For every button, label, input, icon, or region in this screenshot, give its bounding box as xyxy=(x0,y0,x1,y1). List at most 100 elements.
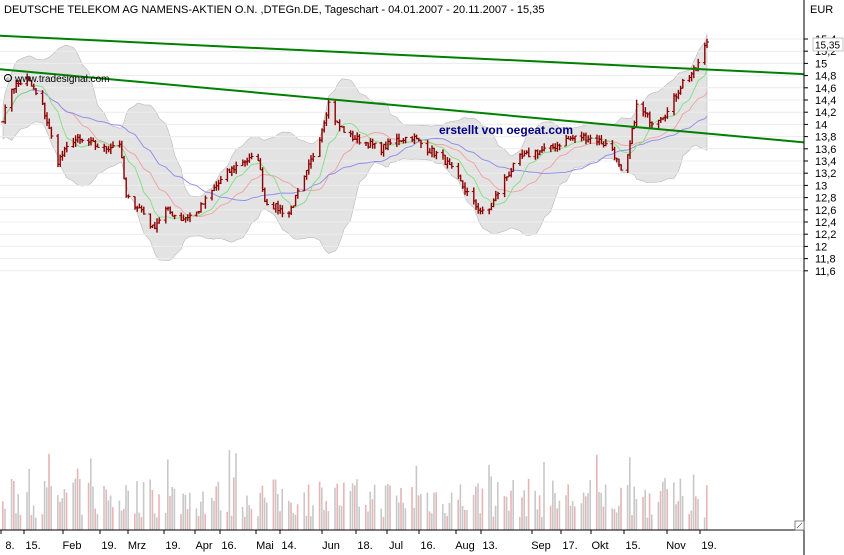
volume-bar xyxy=(10,479,13,530)
volume-bar xyxy=(631,515,633,530)
volume-bar xyxy=(343,482,345,530)
volume-bar xyxy=(448,503,451,530)
volume-bar xyxy=(367,511,369,530)
volume-bar xyxy=(580,503,583,530)
volume-bar xyxy=(235,453,237,530)
volume-bar xyxy=(569,505,572,530)
volume-bar xyxy=(442,504,444,530)
volume-bar xyxy=(648,493,651,530)
volume-bar xyxy=(417,495,420,530)
volume-bar xyxy=(541,517,543,530)
volume-bar xyxy=(118,500,121,530)
volume-bar xyxy=(272,479,275,530)
volume-bar xyxy=(457,499,459,530)
volume-bar xyxy=(228,450,231,530)
price-bar xyxy=(280,205,285,218)
x-tick-label: 17. xyxy=(562,540,577,552)
y-tick-label: 14,2 xyxy=(815,107,836,119)
y-tick-label: 11,6 xyxy=(815,266,836,278)
last-price-label: 15,35 xyxy=(815,41,840,52)
price-bar xyxy=(588,134,593,144)
volume-bar xyxy=(604,484,607,530)
x-tick-label: Jul xyxy=(389,540,403,552)
volume-bar xyxy=(246,495,248,530)
volume-bar xyxy=(164,512,167,530)
volume-bar xyxy=(233,477,235,530)
resize-grip[interactable] xyxy=(794,520,805,531)
y-tick-label: 14 xyxy=(815,119,827,131)
volume-bar xyxy=(334,487,336,530)
volume-bar xyxy=(488,464,490,530)
price-bar xyxy=(80,138,85,143)
volume-bar xyxy=(369,491,371,530)
x-tick-label: 16. xyxy=(221,540,236,552)
price-bar xyxy=(218,176,223,185)
volume-bar xyxy=(257,516,259,530)
volume-bar xyxy=(466,510,468,530)
price-bar xyxy=(573,135,577,143)
volume-bar xyxy=(633,486,635,530)
volume-bar xyxy=(107,500,110,530)
copyright-icon-glyph: c xyxy=(6,77,9,83)
x-tick-label: Mrz xyxy=(128,540,146,552)
volume-bar xyxy=(134,513,136,530)
price-bar xyxy=(449,162,454,169)
x-tick-label: 18. xyxy=(357,540,372,552)
volume-bar xyxy=(184,494,187,530)
volume-bar xyxy=(87,482,90,530)
volume-bar xyxy=(659,491,662,530)
volume-bar xyxy=(263,497,266,530)
volume-bar xyxy=(543,461,545,530)
y-tick-label: 13 xyxy=(815,180,827,192)
volume-bar xyxy=(81,514,83,530)
volume-bar xyxy=(706,485,708,530)
price-bar xyxy=(203,195,208,209)
volume-bar xyxy=(296,504,299,530)
volume-bar xyxy=(574,506,576,530)
volume-bar xyxy=(552,480,554,530)
volume-bar xyxy=(204,513,206,530)
volume-bar xyxy=(428,511,431,530)
volume-bar xyxy=(46,487,48,530)
volume-bar xyxy=(365,505,367,530)
volume-bar xyxy=(673,482,675,530)
price-bar xyxy=(557,143,562,151)
volume-bar xyxy=(310,516,312,530)
volume-bar xyxy=(400,488,402,530)
volume-bar xyxy=(340,506,343,530)
volume-bar xyxy=(244,516,246,530)
price-bar xyxy=(342,126,346,133)
volume-bar xyxy=(472,494,475,530)
x-tick-label: 16. xyxy=(420,540,435,552)
volume-bar xyxy=(349,490,352,530)
volume-bar xyxy=(695,496,697,530)
volume-bar xyxy=(140,517,143,530)
volume-bar xyxy=(197,515,200,530)
volume-bar xyxy=(323,509,325,530)
trendlines xyxy=(0,34,805,144)
volume-bar xyxy=(138,512,140,530)
volume-bar xyxy=(602,506,605,530)
volume-bar xyxy=(450,492,453,530)
volume-bar xyxy=(48,453,50,530)
price-bar xyxy=(188,212,192,223)
y-axis-labels: 15,415,21514,814,614,414,21413,813,613,4… xyxy=(804,34,836,278)
x-tick-label: Mai xyxy=(256,540,274,552)
volume-bar xyxy=(642,497,644,530)
y-tick-label: 13,8 xyxy=(815,132,836,144)
price-bar xyxy=(326,99,331,119)
volume-bar xyxy=(549,505,552,530)
x-tick-label: 13. xyxy=(482,540,497,552)
volume-bar xyxy=(565,495,567,530)
price-bar xyxy=(157,217,162,224)
price-bars xyxy=(1,38,709,233)
x-tick-label: Sep xyxy=(531,540,551,552)
volume-bar xyxy=(123,508,125,530)
price-bar xyxy=(603,139,608,147)
price-bar xyxy=(141,206,146,215)
price-bar xyxy=(311,152,316,162)
volume-bar xyxy=(433,492,435,530)
volume-bar xyxy=(675,504,677,530)
volume-bar xyxy=(338,505,341,530)
volume-bar xyxy=(620,487,622,530)
